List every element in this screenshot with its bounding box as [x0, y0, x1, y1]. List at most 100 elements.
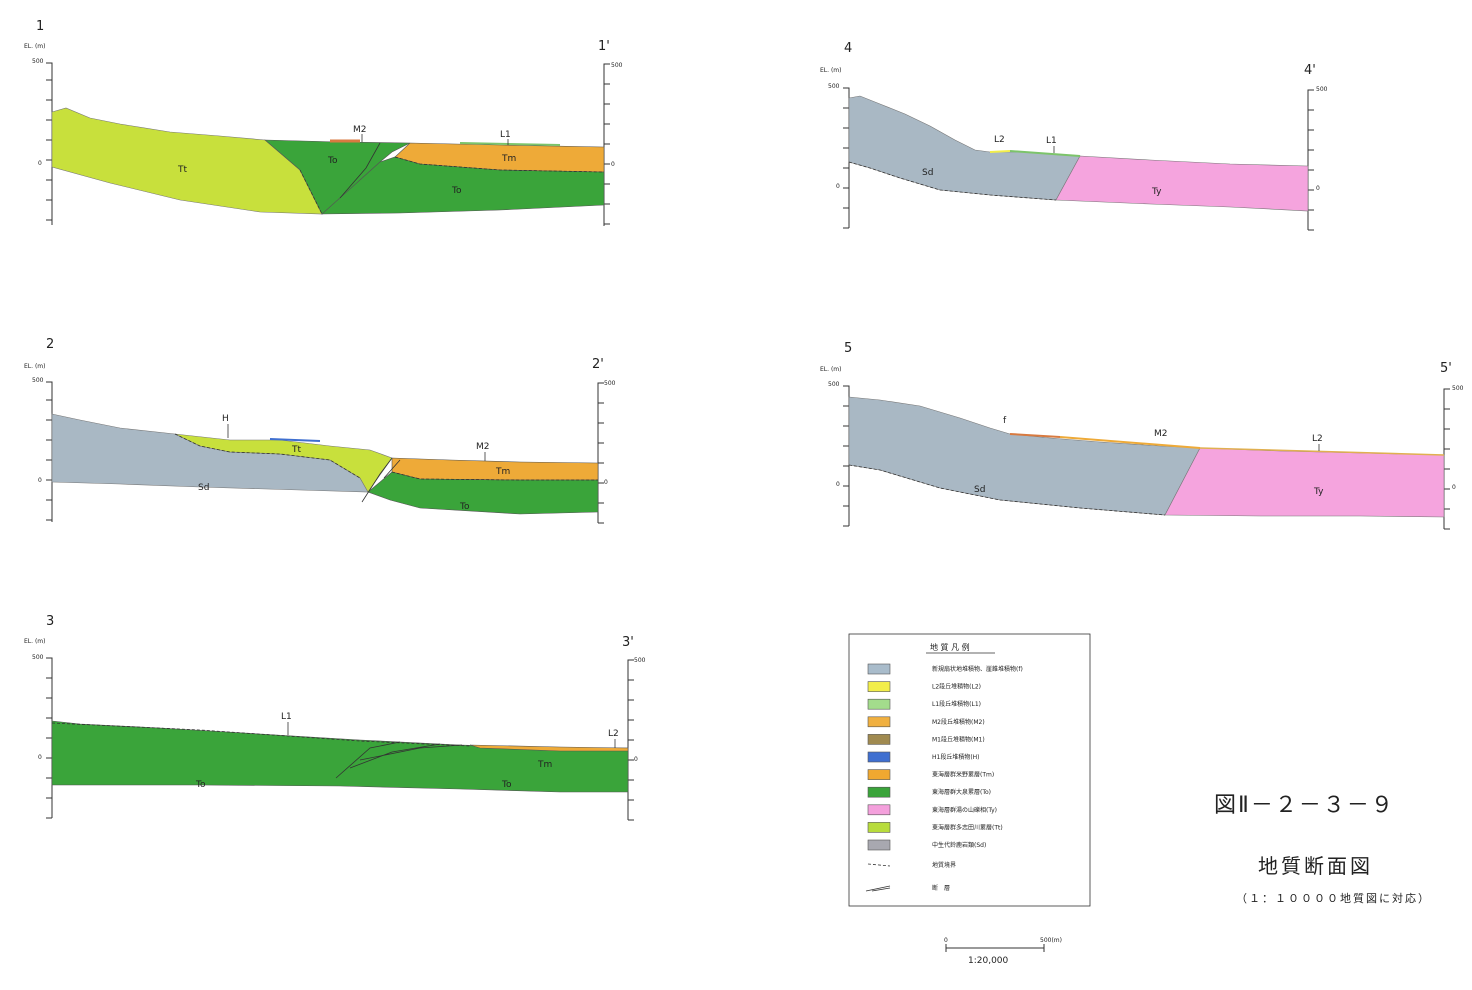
legend-swatch: [867, 663, 891, 675]
legend-line-label: 断 層: [932, 884, 950, 892]
section-5-Sd-body: [848, 396, 1201, 516]
section-3: 3 3' EL. (m) 500 0 500 0 To To Tm L1 L2: [24, 614, 646, 821]
section-5-L2-deposit: [1199, 447, 1445, 456]
section-1-unit-label: Tt: [177, 165, 187, 175]
section-5-M2-deposit: [1059, 436, 1201, 449]
section-2-unit-label: To: [459, 502, 470, 512]
section-1-boundary-1: [299, 169, 323, 215]
section-3-left-tick-0: 0: [38, 754, 42, 761]
section-4-left-tick-500: 500: [828, 83, 840, 90]
section-2: 2 2' EL. (m) 500 0 500 0 Sd Tt Tm To H M…: [24, 337, 616, 524]
section-4-Sd-body: [848, 95, 1081, 201]
section-2-unit-label: Tm: [495, 467, 510, 477]
legend-item-label: 東海層群米野累層(Tm): [932, 771, 994, 779]
section-2-terrace-label: M2: [476, 442, 490, 452]
figure-number: 図Ⅱ－２－３－９: [1214, 793, 1395, 818]
section-1-unit-label: To: [327, 156, 338, 166]
section-1-end-label: 1': [598, 39, 610, 54]
section-5-left-tick-0: 0: [836, 481, 840, 488]
section-5-unit-label: Ty: [1313, 487, 1324, 497]
section-1-elevation-label: EL. (m): [24, 43, 45, 50]
section-2-fault: [361, 457, 401, 503]
legend-line-swatch: [867, 863, 891, 867]
section-2-unit-label: Sd: [198, 483, 209, 493]
section-2-terrace-label: H: [222, 414, 229, 424]
section-4-L1-deposit: [1009, 150, 1081, 157]
section-5-f-deposit: [1009, 433, 1061, 438]
section-5-unit-label: Sd: [974, 485, 985, 495]
section-3-terrace-label: L2: [608, 729, 619, 739]
legend: 地 質 凡 例 新規扇状地堆積物、崖錐堆積物(f) L2段丘堆積物(L2) L1段丘…: [848, 633, 1091, 907]
section-2-end-label: 2': [592, 357, 604, 372]
section-2-unit-label: Tt: [291, 445, 301, 455]
scale-bar-zero: 0: [944, 937, 948, 944]
section-1-unit-label: To: [451, 186, 462, 196]
legend-swatch: [867, 716, 891, 728]
legend-item-label: 東海層群大泉累層(To): [932, 788, 991, 796]
section-3-fault: [335, 741, 463, 779]
section-1-right-axis: [603, 63, 610, 226]
section-3-Tm-body: [469, 744, 629, 752]
section-1-unit-label: Tm: [501, 154, 516, 164]
section-5: 5 5' EL. (m) 500 0 500 0 Sd Ty f M2 L2: [820, 341, 1464, 530]
section-5-right-tick-500: 500: [1452, 385, 1464, 392]
legend-swatch: [867, 734, 891, 745]
section-3-unit-label: Tm: [537, 760, 552, 770]
section-5-start-label: 5: [844, 341, 852, 356]
figure-subtitle: （１：１００００地質図に対応）: [1236, 891, 1431, 905]
legend-item-label: M1段丘堆積物(M1): [932, 735, 985, 743]
legend-swatch: [867, 751, 891, 763]
legend-swatch: [867, 839, 891, 851]
section-5-left-axis: [843, 385, 850, 527]
scale-bar: 0 500(m) 1:20,000: [944, 937, 1062, 966]
section-1-terrace-label: M2: [353, 125, 367, 135]
section-4-elevation-label: EL. (m): [820, 67, 841, 74]
section-1-L1-deposit: [459, 142, 561, 146]
section-2-left-axis: [46, 381, 53, 522]
legend-item-label: M2段丘堆積物(M2): [932, 718, 985, 726]
legend-items: 新規扇状地堆積物、崖錐堆積物(f) L2段丘堆積物(L2) L1段丘堆積物(L1) M…: [867, 663, 1023, 851]
section-4-unit-label: Ty: [1151, 187, 1162, 197]
section-2-Tm-body: [391, 457, 599, 481]
section-2-right-tick-0: 0: [604, 479, 608, 486]
section-4-unit-label: Sd: [922, 168, 933, 178]
section-1-terrace-label: L1: [500, 130, 511, 140]
section-3-To-body: [51, 720, 629, 793]
legend-item-label: H1段丘堆積物(H): [932, 753, 980, 761]
section-5-right-tick-0: 0: [1452, 484, 1456, 491]
section-1: 1 1' EL. (m) 500 0 500 0 Tt To Tm To M2 …: [24, 19, 623, 226]
legend-item-label: 東海層群湯の山礫相(Ty): [932, 806, 997, 814]
section-3-end-label: 3': [622, 635, 634, 650]
section-3-left-tick-500: 500: [32, 654, 44, 661]
section-5-terrace-label: M2: [1154, 429, 1168, 439]
section-5-end-label: 5': [1440, 361, 1452, 376]
section-1-start-label: 1: [36, 19, 44, 34]
section-1-To-lower-body: [321, 156, 605, 215]
legend-swatch: [867, 804, 891, 816]
section-2-H-deposit: [269, 438, 321, 442]
legend-swatch: [867, 822, 891, 833]
section-3-right-tick-500: 500: [634, 657, 646, 664]
section-2-elevation-label: EL. (m): [24, 363, 45, 370]
legend-swatch: [867, 681, 891, 692]
section-4-Ty-body: [1055, 155, 1309, 212]
scale-bar-end: 500(m): [1040, 937, 1062, 944]
legend-line-swatch: [865, 885, 891, 892]
section-2-right-axis: [597, 382, 604, 524]
legend-title: 地 質 凡 例: [930, 642, 970, 652]
section-1-right-tick-500: 500: [611, 62, 623, 69]
legend-item-label: 中生代鈴鹿岩類(Sd): [932, 841, 986, 849]
section-2-right-tick-500: 500: [604, 380, 616, 387]
section-4-right-tick-0: 0: [1316, 185, 1320, 192]
section-3-elevation-label: EL. (m): [24, 638, 45, 645]
section-5-terrace-label: L2: [1312, 434, 1323, 444]
section-1-left-tick-500: 500: [32, 58, 44, 65]
legend-swatch: [867, 698, 891, 710]
scale-ratio: 1:20,000: [968, 956, 1009, 966]
section-2-left-tick-0: 0: [38, 477, 42, 484]
section-3-start-label: 3: [46, 614, 54, 629]
section-1-fault: [339, 142, 381, 199]
legend-item-label: L2段丘堆積物(L2): [932, 683, 981, 691]
section-2-left-tick-500: 500: [32, 377, 44, 384]
